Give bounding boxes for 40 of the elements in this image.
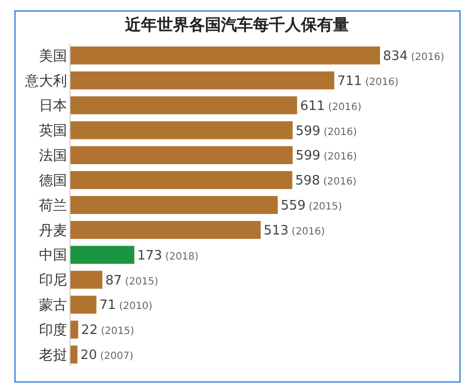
data-label: 834 (2016) (383, 49, 444, 64)
bar (70, 320, 78, 339)
y-tick-label: 意大利 (24, 73, 67, 90)
data-label: 87 (2015) (105, 273, 158, 288)
data-label: 598 (2016) (295, 174, 357, 189)
y-tick-label: 美国 (39, 48, 67, 64)
y-tick-label: 印度 (39, 322, 67, 339)
data-label: 599 (2016) (296, 124, 358, 139)
bar (70, 296, 96, 314)
bar (70, 246, 134, 264)
y-tick-label: 老挝 (39, 347, 67, 364)
data-label: 71 (2010) (99, 298, 152, 314)
bar (70, 96, 298, 114)
y-tick-label: 蒙古 (39, 298, 67, 314)
y-tick-label: 丹麦 (39, 222, 67, 239)
data-label: 711 (2016) (337, 74, 399, 89)
data-label: 559 (2015) (280, 198, 342, 214)
bar (70, 346, 78, 364)
bar (70, 146, 293, 164)
bar (70, 220, 261, 239)
data-label: 611 (2016) (300, 98, 362, 114)
data-label: 20 (2007) (80, 348, 134, 364)
data-label: 173 (2018) (137, 248, 199, 264)
data-label: 599 (2016) (296, 148, 358, 164)
data-label: 22 (2015) (81, 323, 134, 338)
y-tick-label: 印尼 (39, 272, 67, 289)
bar (70, 196, 278, 214)
data-label: 513 (2016) (264, 223, 326, 238)
y-tick-label: 德国 (39, 172, 67, 189)
bar (70, 171, 292, 190)
bar (70, 71, 334, 90)
y-tick-label: 日本 (39, 98, 67, 114)
y-tick-label: 荷兰 (39, 198, 67, 214)
bar (70, 46, 380, 64)
bar (70, 121, 293, 140)
y-tick-label: 中国 (39, 248, 67, 264)
y-tick-label: 英国 (39, 123, 67, 140)
chart-title: 近年世界各国汽车每千人保有量 (124, 15, 349, 34)
bar (70, 270, 102, 289)
y-tick-label: 法国 (39, 148, 67, 164)
